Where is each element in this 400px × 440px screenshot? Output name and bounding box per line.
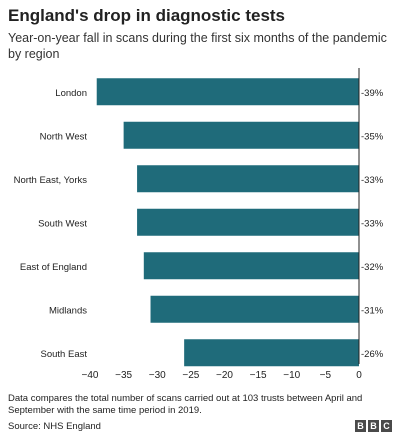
x-tick-label: 0 [356, 370, 362, 381]
category-label: London [55, 88, 87, 99]
chart-source: Source: NHS England [8, 421, 101, 432]
bar-chart: London -39% North West -35% North East, York… [14, 68, 384, 381]
x-tick-label: −5 [320, 370, 332, 381]
value-label: -35% [361, 131, 384, 142]
bbc-logo: B B C [355, 420, 392, 432]
bar [143, 252, 359, 280]
x-tick-label: −10 [283, 370, 300, 381]
value-label: -31% [361, 305, 384, 316]
logo-letter: B [368, 420, 379, 432]
bar [150, 295, 359, 323]
x-tick-label: −15 [250, 370, 267, 381]
category-label: Midlands [49, 305, 87, 316]
x-tick-label: −20 [216, 370, 233, 381]
value-label: -32% [361, 262, 384, 273]
chart-subtitle: Year-on-year fall in scans during the fi… [8, 31, 387, 61]
bar [96, 78, 359, 106]
value-label: -39% [361, 88, 384, 99]
value-label: -33% [361, 175, 384, 186]
bar [123, 121, 359, 149]
category-label: East of England [20, 262, 87, 273]
logo-letter: B [355, 420, 366, 432]
x-tick-label: −25 [182, 370, 199, 381]
bar [184, 339, 359, 367]
category-label: North West [40, 131, 88, 142]
bar [137, 208, 359, 236]
logo-letter: C [381, 420, 392, 432]
chart-footnote: Data compares the total number of scans … [8, 393, 363, 416]
value-label: -26% [361, 349, 384, 360]
x-tick-label: −30 [149, 370, 166, 381]
category-label: South East [41, 349, 88, 360]
bar [137, 165, 359, 193]
x-tick-label: −35 [115, 370, 132, 381]
category-label: South West [38, 218, 87, 229]
chart-title: England's drop in diagnostic tests [8, 6, 286, 25]
value-label: -33% [361, 218, 384, 229]
x-tick-label: −40 [82, 370, 99, 381]
category-label: North East, Yorks [14, 175, 88, 186]
